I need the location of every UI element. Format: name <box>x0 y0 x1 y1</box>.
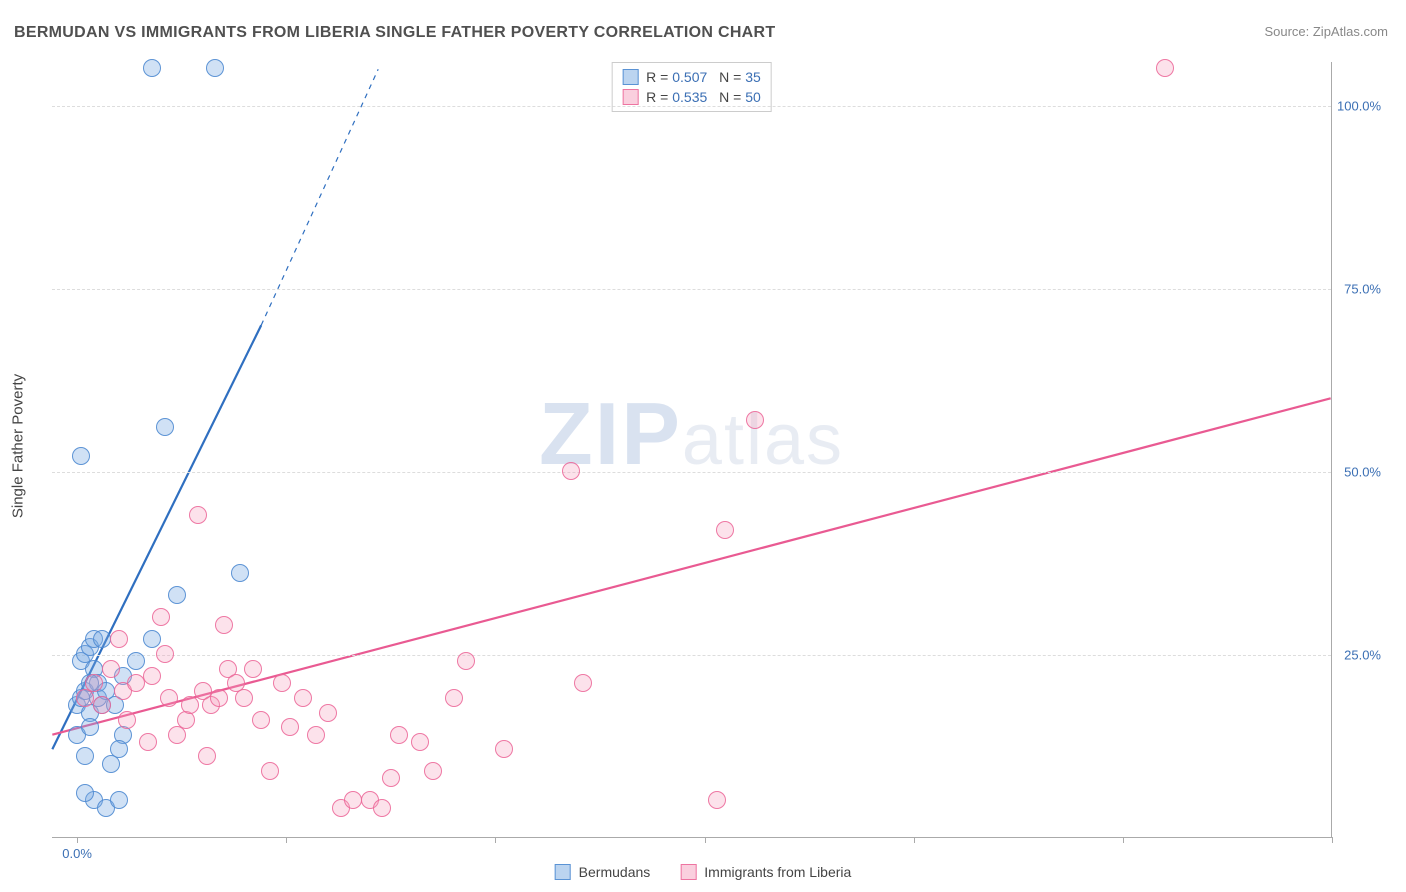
data-point <box>445 689 463 707</box>
y-axis-label: Single Father Poverty <box>10 374 27 518</box>
trend-lines <box>52 62 1331 837</box>
data-point <box>495 740 513 758</box>
data-point <box>382 769 400 787</box>
legend-item-bermudans: Bermudans <box>555 864 651 880</box>
xtick <box>495 837 496 843</box>
data-point <box>189 506 207 524</box>
xtick <box>286 837 287 843</box>
xtick-label: 0.0% <box>62 846 92 861</box>
data-point <box>102 660 120 678</box>
series-legend: Bermudans Immigrants from Liberia <box>555 864 852 880</box>
data-point <box>562 462 580 480</box>
data-point <box>424 762 442 780</box>
data-point <box>231 564 249 582</box>
data-point <box>102 755 120 773</box>
data-point <box>411 733 429 751</box>
chart-plot-area: ZIPatlas R = 0.507 N = 35 R = 0.535 N = … <box>52 62 1332 838</box>
data-point <box>160 689 178 707</box>
data-point <box>93 630 111 648</box>
data-point <box>143 59 161 77</box>
source-attribution: Source: ZipAtlas.com <box>1264 24 1388 39</box>
swatch-pink <box>680 864 696 880</box>
ytick-label: 75.0% <box>1337 281 1381 296</box>
data-point <box>319 704 337 722</box>
data-point <box>307 726 325 744</box>
data-point <box>457 652 475 670</box>
watermark: ZIPatlas <box>539 383 844 485</box>
xtick <box>77 837 78 843</box>
data-point <box>110 791 128 809</box>
data-point <box>716 521 734 539</box>
data-point <box>76 747 94 765</box>
data-point <box>143 667 161 685</box>
gridline <box>52 106 1331 107</box>
data-point <box>390 726 408 744</box>
legend-row-bermudans: R = 0.507 N = 35 <box>622 67 761 87</box>
xtick <box>1332 837 1333 843</box>
data-point <box>273 674 291 692</box>
data-point <box>373 799 391 817</box>
data-point <box>152 608 170 626</box>
data-point <box>235 689 253 707</box>
data-point <box>746 411 764 429</box>
data-point <box>156 645 174 663</box>
correlation-legend: R = 0.507 N = 35 R = 0.535 N = 50 <box>611 62 772 112</box>
ytick-label: 25.0% <box>1337 647 1381 662</box>
data-point <box>93 696 111 714</box>
xtick <box>705 837 706 843</box>
ytick-label: 100.0% <box>1337 98 1381 113</box>
data-point <box>574 674 592 692</box>
xtick <box>1123 837 1124 843</box>
data-point <box>181 696 199 714</box>
data-point <box>72 447 90 465</box>
swatch-blue <box>622 69 638 85</box>
data-point <box>127 652 145 670</box>
data-point <box>344 791 362 809</box>
legend-item-liberia: Immigrants from Liberia <box>680 864 851 880</box>
chart-title: BERMUDAN VS IMMIGRANTS FROM LIBERIA SING… <box>14 24 775 42</box>
gridline <box>52 289 1331 290</box>
data-point <box>76 784 94 802</box>
data-point <box>281 718 299 736</box>
legend-row-liberia: R = 0.535 N = 50 <box>622 87 761 107</box>
data-point <box>127 674 145 692</box>
gridline <box>52 472 1331 473</box>
data-point <box>1156 59 1174 77</box>
swatch-pink <box>622 89 638 105</box>
swatch-blue <box>555 864 571 880</box>
data-point <box>261 762 279 780</box>
data-point <box>81 718 99 736</box>
data-point <box>168 586 186 604</box>
data-point <box>156 418 174 436</box>
ytick-label: 50.0% <box>1337 464 1381 479</box>
data-point <box>210 689 228 707</box>
data-point <box>294 689 312 707</box>
data-point <box>252 711 270 729</box>
data-point <box>143 630 161 648</box>
data-point <box>118 711 136 729</box>
data-point <box>215 616 233 634</box>
data-point <box>85 674 103 692</box>
data-point <box>110 630 128 648</box>
data-point <box>139 733 157 751</box>
data-point <box>198 747 216 765</box>
gridline <box>52 655 1331 656</box>
xtick <box>914 837 915 843</box>
data-point <box>244 660 262 678</box>
data-point <box>206 59 224 77</box>
data-point <box>708 791 726 809</box>
